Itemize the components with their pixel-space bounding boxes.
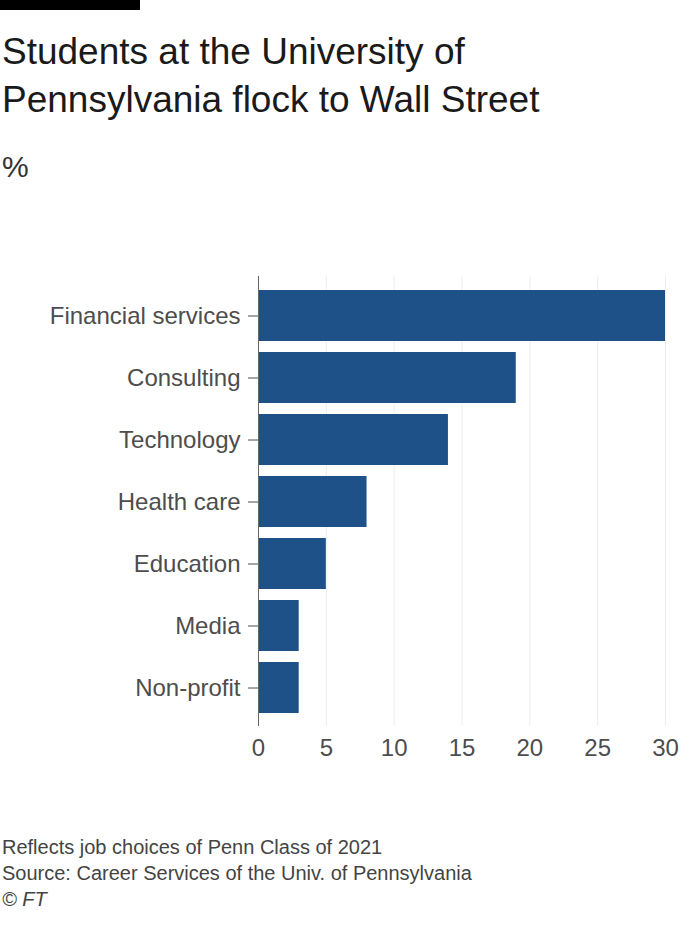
svg-text:Non-profit: Non-profit	[135, 674, 241, 701]
svg-text:Financial services: Financial services	[50, 302, 241, 329]
html-text:Source: Career Services of the: Source: Career Services of the Univ. of …	[2, 862, 472, 884]
svg-text:5: 5	[320, 734, 333, 761]
svg-text:Technology: Technology	[119, 426, 240, 453]
svg-text:0: 0	[252, 734, 265, 761]
html-text:Students at the University of: Students at the University of Pennsylvan…	[2, 31, 540, 120]
svg-text:Consulting: Consulting	[127, 364, 240, 391]
svg-text:15: 15	[449, 734, 476, 761]
svg-text:10: 10	[381, 734, 408, 761]
svg-text:Health care: Health care	[118, 488, 241, 515]
svg-text:20: 20	[516, 734, 543, 761]
svg-text:Education: Education	[134, 550, 241, 577]
html-text:Reflects job choices of Penn C: Reflects job choices of Penn Class of 20…	[2, 836, 383, 858]
svg-text:25: 25	[584, 734, 611, 761]
svg-text:30: 30	[652, 734, 679, 761]
html-text:© FT: © FT	[2, 888, 47, 910]
svg-text:Media: Media	[175, 612, 241, 639]
